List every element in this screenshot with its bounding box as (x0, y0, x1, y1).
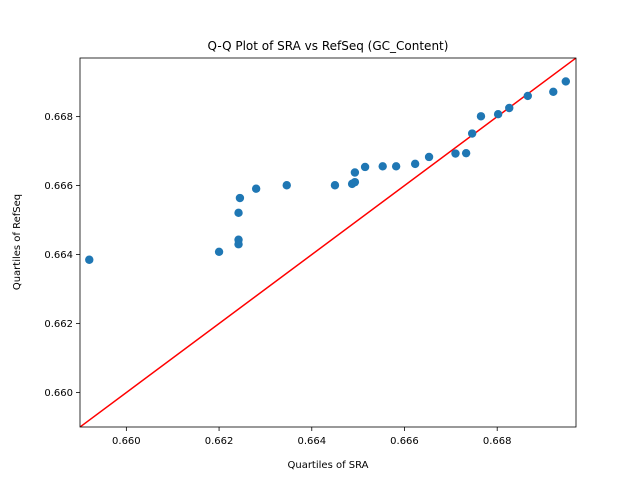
data-point (234, 235, 243, 244)
data-point (493, 110, 503, 119)
y-tick-label: 0.668 (44, 112, 73, 123)
data-point (467, 129, 477, 138)
data-point (282, 181, 291, 190)
y-axis-label: Quartiles of RefSeq (12, 194, 23, 290)
x-tick-label: 0.664 (297, 436, 326, 447)
data-point (330, 181, 340, 190)
data-point (251, 184, 261, 193)
data-point (235, 193, 245, 203)
data-point (214, 247, 224, 257)
reference-line (80, 58, 576, 427)
data-point (85, 255, 94, 264)
data-point (451, 149, 460, 158)
data-point (378, 162, 387, 171)
data-point (234, 208, 243, 218)
y-tick-label: 0.662 (44, 319, 73, 330)
data-point (391, 162, 401, 171)
data-point (505, 103, 514, 113)
x-tick-label: 0.660 (112, 436, 141, 447)
x-tick-label: 0.666 (390, 436, 419, 447)
x-axis-label: Quartiles of SRA (287, 460, 368, 471)
data-point (410, 159, 420, 169)
plot-frame (79, 57, 577, 428)
y-tick-label: 0.660 (44, 388, 73, 399)
data-point (461, 148, 471, 158)
data-point (476, 112, 486, 121)
data-point (549, 87, 558, 96)
chart-title: Q-Q Plot of SRA vs RefSeq (GC_Content) (208, 39, 449, 53)
y-tick-label: 0.664 (44, 250, 73, 261)
data-point (523, 91, 532, 101)
y-tick-label: 0.666 (44, 181, 73, 192)
data-point (350, 168, 360, 177)
data-point (561, 77, 571, 86)
x-tick-label: 0.668 (483, 436, 512, 447)
data-point (424, 152, 434, 162)
data-point (360, 162, 370, 172)
data-point (350, 177, 360, 187)
x-tick-label: 0.662 (205, 436, 234, 447)
